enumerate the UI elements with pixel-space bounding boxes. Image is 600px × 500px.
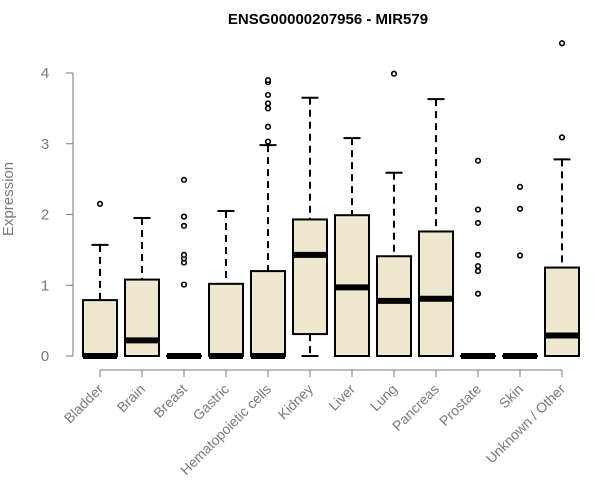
box-rect-4: [250, 270, 286, 358]
outlier-4-1: [264, 123, 272, 130]
box-7: [376, 70, 412, 357]
outlier-4-3: [264, 100, 272, 107]
x-tick-label-8: Pancreas: [389, 381, 442, 434]
box-rect-8: [418, 230, 454, 357]
x-tick-label-5: Kidney: [275, 381, 317, 423]
box-10: [502, 183, 538, 359]
outlier-9-2: [474, 263, 482, 270]
y-tick-label-2: 2: [41, 207, 49, 224]
outlier-11-0: [558, 134, 566, 141]
outlier-9-3: [474, 251, 482, 258]
box-8: [418, 98, 454, 357]
y-axis: 0 1 2 3 4: [41, 65, 74, 365]
box-9: [460, 157, 496, 359]
box-1: [124, 217, 160, 357]
outlier-0-0: [96, 200, 104, 207]
box-rect-11: [544, 266, 580, 357]
chart-title: ENSG00000207956 - MIR579: [228, 11, 428, 28]
outlier-10-0: [516, 252, 524, 259]
outlier-2-3: [180, 251, 188, 258]
x-tick-label-7: Lung: [367, 381, 400, 414]
box-11: [544, 40, 580, 357]
x-tick-label-10: Skin: [496, 381, 527, 412]
outlier-2-5: [180, 213, 188, 220]
box-rect-5: [292, 218, 328, 336]
outlier-9-4: [474, 219, 482, 227]
outlier-10-2: [516, 183, 524, 191]
x-tick-label-6: Liver: [325, 381, 358, 414]
box-rect-3: [208, 282, 244, 357]
y-axis-label: Expression: [0, 162, 17, 236]
outlier-7-0: [390, 70, 398, 77]
box-2: [166, 176, 202, 359]
outlier-4-6: [264, 76, 272, 84]
box-5: [292, 96, 328, 357]
box-6: [334, 137, 370, 357]
y-tick-label-0: 0: [41, 348, 49, 365]
box-4: [250, 76, 286, 359]
outlier-2-4: [180, 222, 188, 229]
outlier-4-2: [264, 105, 272, 112]
x-tick-label-0: Bladder: [61, 381, 107, 427]
outlier-11-1: [558, 40, 566, 47]
outlier-4-4: [264, 91, 272, 99]
outlier-10-1: [516, 205, 524, 212]
box-rect-1: [124, 278, 160, 357]
outlier-2-6: [180, 176, 188, 183]
box-0: [82, 200, 118, 359]
y-tick-label-3: 3: [41, 136, 49, 153]
boxes: [82, 40, 580, 359]
y-tick-label-1: 1: [41, 277, 49, 294]
x-tick-label-1: Brain: [114, 381, 148, 415]
x-tick-label-11: Unknown / Other: [483, 381, 569, 467]
outlier-9-6: [474, 157, 482, 164]
outlier-9-0: [474, 290, 482, 297]
outlier-9-1: [474, 268, 482, 275]
outlier-4-0: [264, 138, 272, 145]
box-3: [208, 209, 244, 359]
y-tick-label-4: 4: [41, 65, 49, 82]
x-tick-label-9: Prostate: [436, 381, 484, 429]
outlier-2-0: [180, 281, 188, 288]
box-rect-7: [376, 255, 412, 357]
x-tick-label-2: Breast: [150, 381, 190, 421]
box-rect-0: [82, 299, 118, 358]
outlier-9-5: [474, 206, 482, 213]
